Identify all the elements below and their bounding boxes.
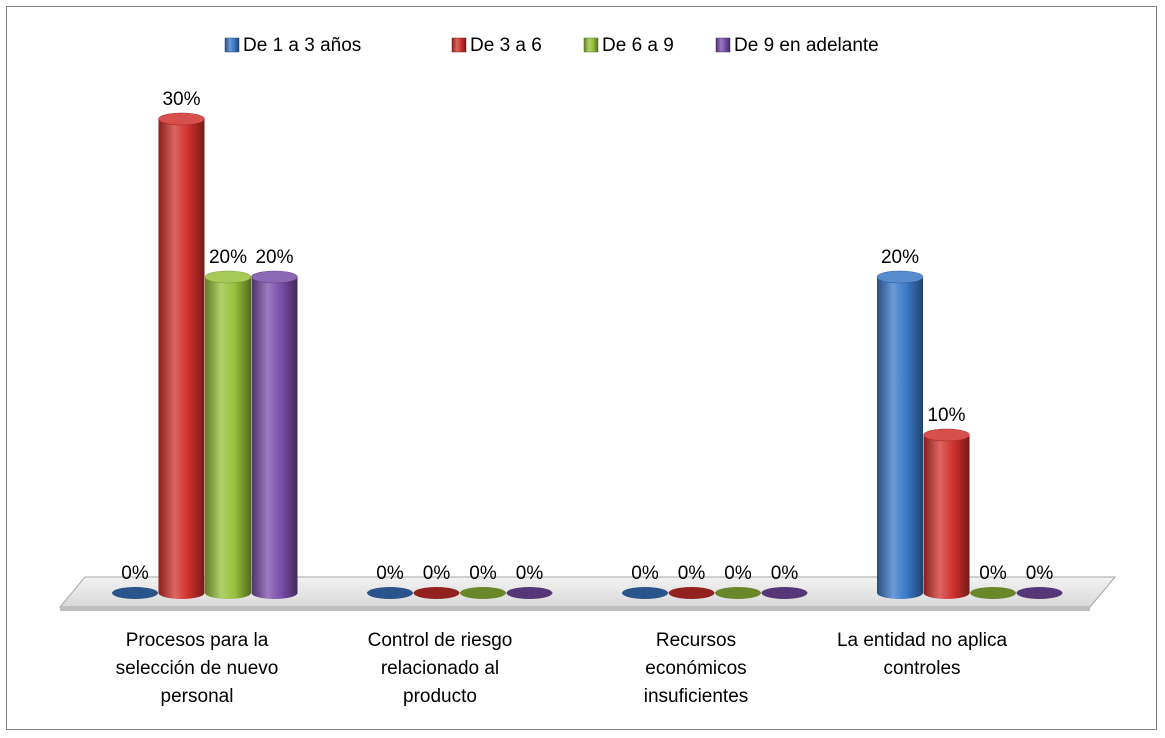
data-labels: 0% 30% 20% 20% 0% 0% 0% 0% 0% 0% 0% 0% 20% 10% 0% 0%	[121, 89, 1053, 584]
legend-label: De 3 a 6	[470, 35, 542, 56]
legend-swatch	[715, 37, 731, 53]
bar	[413, 587, 460, 599]
legend: De 1 a 3 años De 3 a 6 De 6 a 9 De 9 en ade…	[224, 35, 879, 56]
bar	[112, 587, 158, 599]
bar	[367, 587, 413, 599]
floor-edge	[60, 607, 1090, 611]
bar	[506, 587, 553, 599]
data-label: 0%	[979, 563, 1007, 584]
data-label: 0%	[724, 563, 752, 584]
data-label: 0%	[516, 563, 544, 584]
category-label: Recursos económicos insuficientes	[644, 630, 749, 707]
data-label: 0%	[469, 563, 497, 584]
data-label: 20%	[881, 247, 919, 268]
legend-label: De 1 a 3 años	[243, 35, 361, 56]
bar	[1016, 587, 1063, 599]
data-label: 0%	[1026, 563, 1054, 584]
bar	[970, 587, 1016, 599]
category-label: La entidad no aplica controles	[837, 630, 1008, 679]
legend-label: De 9 en adelante	[734, 35, 879, 56]
bar	[158, 112, 205, 599]
data-label: 20%	[255, 247, 293, 268]
category-labels: Procesos para la selección de nuevo person…	[116, 630, 1008, 707]
legend-label: De 6 a 9	[602, 35, 674, 56]
data-label: 10%	[927, 405, 965, 426]
chart-floor	[58, 576, 1117, 611]
bar	[251, 270, 298, 599]
bar	[460, 587, 506, 599]
bar	[715, 587, 761, 599]
category-label: Control de riesgo relacionado al producto	[368, 630, 513, 707]
bar	[668, 587, 715, 599]
bar	[876, 270, 924, 599]
data-label: 0%	[631, 563, 659, 584]
data-label: 0%	[423, 563, 451, 584]
bar	[622, 587, 668, 599]
bars	[112, 112, 1063, 599]
legend-swatch	[583, 37, 599, 53]
data-label: 0%	[121, 563, 149, 584]
bar	[761, 587, 808, 599]
bar	[204, 270, 252, 599]
legend-swatch	[224, 37, 240, 53]
legend-swatch	[451, 37, 467, 53]
data-label: 30%	[162, 89, 200, 110]
data-label: 20%	[209, 247, 247, 268]
category-label: Procesos para la selección de nuevo person…	[116, 630, 279, 707]
bar	[923, 428, 970, 599]
data-label: 0%	[771, 563, 799, 584]
data-label: 0%	[678, 563, 706, 584]
data-label: 0%	[376, 563, 404, 584]
